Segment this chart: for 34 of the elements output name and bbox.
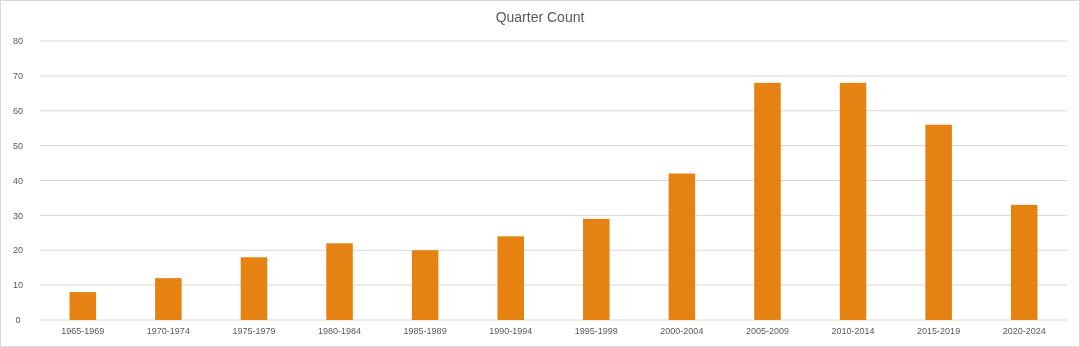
bar — [240, 257, 268, 320]
y-tick-label: 0 — [15, 315, 21, 326]
x-tick-label: 1965-1969 — [61, 326, 105, 336]
y-tick-label: 70 — [12, 71, 24, 82]
x-tick-label: 1995-1999 — [574, 326, 618, 336]
x-tick-label: 2020-2024 — [1002, 326, 1046, 336]
x-tick-label: 1970-1974 — [146, 326, 190, 336]
bar — [583, 218, 610, 320]
bar — [754, 82, 781, 320]
y-tick-label: 80 — [12, 36, 24, 47]
x-tick-label: 2010-2014 — [831, 326, 875, 336]
bar — [839, 82, 867, 320]
y-tick-label: 20 — [12, 245, 24, 256]
bar — [1010, 204, 1038, 320]
x-tick-label: 1990-1994 — [489, 326, 533, 336]
x-tick-label: 1975-1979 — [232, 326, 276, 336]
y-tick-label: 40 — [12, 175, 24, 186]
y-tick-label: 60 — [12, 105, 24, 116]
chart-title: Quarter Count — [495, 9, 585, 25]
bar — [155, 278, 182, 320]
x-tick-label: 1985-1989 — [403, 326, 447, 336]
x-tick-label: 2005-2009 — [745, 326, 789, 336]
x-tick-label: 2000-2004 — [660, 326, 704, 336]
bar — [925, 124, 952, 320]
bar — [411, 250, 439, 320]
bar — [668, 173, 696, 320]
bar — [69, 292, 97, 320]
y-tick-label: 50 — [12, 140, 24, 151]
y-tick-label: 10 — [12, 280, 24, 291]
y-tick-label: 30 — [12, 210, 24, 221]
x-tick-label: 2015-2019 — [917, 326, 961, 336]
x-tick-label: 1980-1984 — [318, 326, 362, 336]
bar — [326, 243, 353, 320]
bar — [497, 236, 524, 320]
